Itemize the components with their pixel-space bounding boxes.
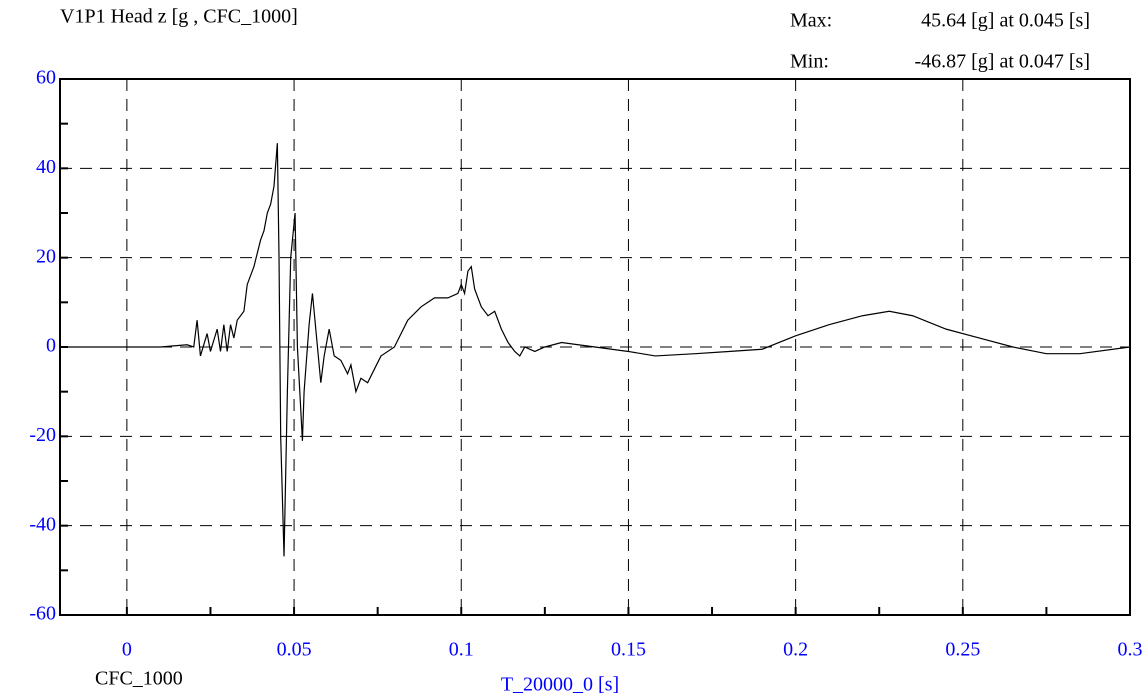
y-tick-label: -40 <box>29 513 56 535</box>
filter-label: CFC_1000 <box>95 668 183 690</box>
min-text: -46.87 [g] at 0.047 [s] <box>914 51 1090 73</box>
max-text: 45.64 [g] at 0.045 [s] <box>921 10 1090 32</box>
x-tick-label: 0 <box>122 639 132 661</box>
y-tick-label: 40 <box>36 156 56 178</box>
y-tick-label: -60 <box>29 603 56 625</box>
y-tick-label: 20 <box>36 245 56 267</box>
y-tick-label: 60 <box>36 67 56 89</box>
y-tick-label: -20 <box>29 424 56 446</box>
min-label: Min: <box>790 51 829 73</box>
x-tick-label: 0.05 <box>277 639 312 661</box>
x-tick-label: 0.1 <box>449 639 474 661</box>
chart-title: V1P1 Head z [g , CFC_1000] <box>60 6 298 28</box>
x-axis-label: T_20000_0 [s] <box>501 674 619 696</box>
x-tick-label: 0.15 <box>611 639 646 661</box>
y-tick-label: 0 <box>46 335 56 357</box>
x-tick-label: 0.2 <box>783 639 808 661</box>
x-tick-label: 0.3 <box>1118 639 1143 661</box>
data-line <box>60 143 1131 557</box>
x-tick-label: 0.25 <box>945 639 980 661</box>
max-label: Max: <box>790 10 832 32</box>
